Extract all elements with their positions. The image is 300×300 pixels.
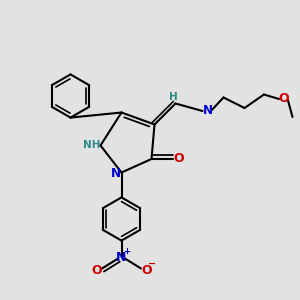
Text: O: O: [174, 152, 184, 165]
Text: O: O: [91, 263, 102, 277]
Text: O: O: [141, 263, 152, 277]
Text: N: N: [116, 250, 127, 264]
Text: N: N: [110, 167, 121, 180]
Text: H: H: [169, 92, 178, 102]
Text: O: O: [278, 92, 289, 105]
Text: +: +: [123, 247, 130, 256]
Text: NH: NH: [83, 140, 101, 150]
Text: N: N: [203, 104, 213, 117]
Text: −: −: [148, 259, 157, 269]
